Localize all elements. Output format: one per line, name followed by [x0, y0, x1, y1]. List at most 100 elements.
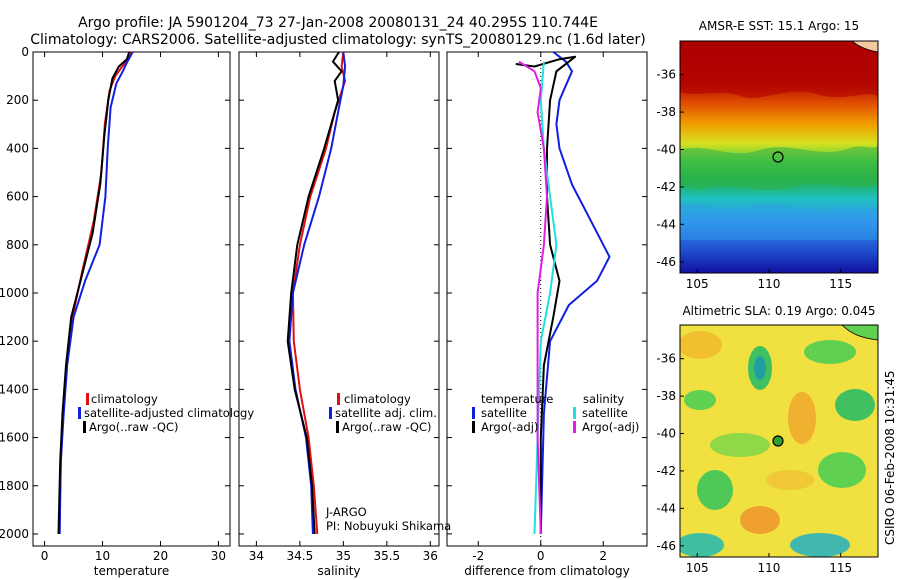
- salinity-series-climatology: [291, 51, 347, 535]
- legend-swatch-satellite: [78, 407, 81, 419]
- difference-axes-frame: [446, 51, 648, 547]
- x-tick-label: 20: [153, 549, 168, 563]
- map-x-tick-label: 115: [829, 561, 852, 575]
- sla-blob: [740, 506, 780, 534]
- sst-map-title: AMSR-E SST: 15.1 Argo: 15: [699, 19, 859, 33]
- legend-label-satellite: satellite-adjusted climatology: [84, 406, 254, 420]
- legend-swatch-climatology: [337, 393, 340, 405]
- timestamp-side-label: CSIRO 06-Feb-2008 10:31:45: [883, 370, 897, 545]
- sst-cool-band: [680, 203, 878, 240]
- sla-blob: [766, 470, 814, 490]
- legend-swatch-sal-satellite: [573, 407, 576, 419]
- legend-label-sal-satellite: satellite: [582, 406, 628, 420]
- x-tick-label: 0: [41, 549, 49, 563]
- sla-argo-marker: [772, 435, 784, 447]
- map-y-tick-label: -36: [656, 352, 676, 366]
- salinity-series-argo-raw-qc-: [286, 51, 343, 535]
- map-y-tick-label: -44: [656, 501, 676, 515]
- salinity-profile-panel: 34 34.5 35 35.5 36 salinity: [238, 51, 440, 578]
- difference-series-satellite: [533, 61, 558, 535]
- sla-blob: [684, 390, 716, 410]
- map-y-tick-label: -40: [656, 427, 676, 441]
- legend-swatch-climatology: [86, 393, 89, 405]
- map-y-tick-label: -38: [656, 389, 676, 403]
- x-tick-label: 34.5: [287, 549, 314, 563]
- sst-argo-marker: [772, 151, 784, 163]
- sla-blob: [710, 433, 770, 457]
- sla-map-frame: [679, 324, 879, 558]
- legend-title-salinity: salinity: [583, 392, 624, 406]
- map-x-tick-label: 110: [758, 277, 781, 291]
- sst-green-band: [680, 146, 878, 191]
- temperature-series-argo-raw-qc-: [57, 51, 131, 535]
- x-tick-label: 10: [95, 549, 110, 563]
- difference-legend: temperature salinity satellite Argo(-adj…: [472, 392, 639, 434]
- sla-blob: [788, 392, 816, 444]
- sla-blob: [754, 356, 766, 380]
- legend-swatch-argo: [83, 421, 86, 433]
- sst-map-frame: [679, 40, 879, 274]
- difference-series-satellite: [539, 51, 611, 535]
- x-tick-label: 35.5: [373, 549, 400, 563]
- legend-swatch-satellite: [329, 407, 332, 419]
- temperature-legend: climatology satellite-adjusted climatolo…: [78, 392, 254, 434]
- header-line-2: Climatology: CARS2006. Satellite-adjuste…: [30, 32, 645, 48]
- sla-blob: [680, 533, 724, 557]
- sst-coastline-land: [851, 41, 878, 53]
- temperature-series-satellite-adjusted-climatology: [58, 51, 134, 535]
- pi-annotation: PI: Nobuyuki Shikama: [326, 519, 451, 533]
- map-y-tick-label: -36: [656, 68, 676, 82]
- x-tick-label: 35: [336, 549, 351, 563]
- x-tick-label: 34: [249, 549, 264, 563]
- map-y-tick-label: -46: [656, 255, 676, 269]
- y-tick-label: 1400: [0, 382, 29, 396]
- sst-warm-band: [680, 41, 878, 98]
- legend-label-climatology: climatology: [91, 392, 158, 406]
- temperature-x-axis-label: temperature: [94, 564, 169, 578]
- legend-swatch-argo: [336, 421, 339, 433]
- y-tick-label: 1800: [0, 479, 29, 493]
- map-y-tick-label: -42: [656, 464, 676, 478]
- temperature-axes-frame: [32, 51, 231, 547]
- map-y-tick-label: -38: [656, 105, 676, 119]
- y-tick-label: 800: [6, 238, 29, 252]
- x-tick-label: 0: [537, 549, 545, 563]
- y-tick-label: 400: [6, 141, 29, 155]
- legend-label-temp-argo: Argo(-adj): [481, 420, 538, 434]
- sla-map-title: Altimetric SLA: 0.19 Argo: 0.045: [682, 304, 875, 318]
- y-tick-label: 2000: [0, 527, 29, 541]
- salinity-axes-frame: [238, 51, 440, 547]
- platform-annotation: J-ARGO: [325, 505, 367, 519]
- header-line-1: Argo profile: JA 5901204_73 27-Jan-2008 …: [78, 15, 598, 31]
- sla-blob: [818, 452, 866, 488]
- sla-map: Altimetric SLA: 0.19 Argo: 0.045 105 110 1…: [656, 304, 879, 575]
- x-tick-label: -2: [472, 549, 484, 563]
- legend-swatch-sal-argo: [573, 421, 576, 433]
- y-tick-label: 200: [6, 93, 29, 107]
- legend-swatch-temp-satellite: [472, 407, 475, 419]
- y-tick-label: 1200: [0, 334, 29, 348]
- legend-title-temperature: temperature: [481, 392, 553, 406]
- difference-x-axis-label: difference from climatology: [464, 564, 630, 578]
- legend-label-climatology: climatology: [344, 392, 411, 406]
- difference-series-argo-adj-: [518, 60, 548, 535]
- temperature-profile-panel: 0 10 20 30 0 200 400 600 800 1000 1200 1400 1600 1800…: [0, 45, 231, 578]
- y-tick-label: 1600: [0, 431, 29, 445]
- legend-label-sal-argo: Argo(-adj): [582, 420, 639, 434]
- map-y-tick-label: -40: [656, 143, 676, 157]
- map-x-tick-label: 115: [829, 277, 852, 291]
- map-y-tick-label: -46: [656, 539, 676, 553]
- sst-map: AMSR-E SST: 15.1 Argo: 15 105 110 115 -36 -3…: [656, 19, 879, 291]
- sla-blob: [835, 389, 875, 421]
- map-x-tick-label: 105: [686, 277, 709, 291]
- salinity-x-axis-label: salinity: [317, 564, 360, 578]
- y-tick-label: 600: [6, 190, 29, 204]
- legend-swatch-temp-argo: [472, 421, 475, 433]
- map-y-tick-label: -44: [656, 217, 676, 231]
- sla-map-ticks: 105 110 115 -36 -38 -40 -42 -44 -46: [656, 352, 852, 575]
- sla-blob: [804, 340, 856, 364]
- x-tick-label: 30: [211, 549, 226, 563]
- sst-map-ticks: 105 110 115 -36 -38 -40 -42 -44 -46: [656, 68, 852, 291]
